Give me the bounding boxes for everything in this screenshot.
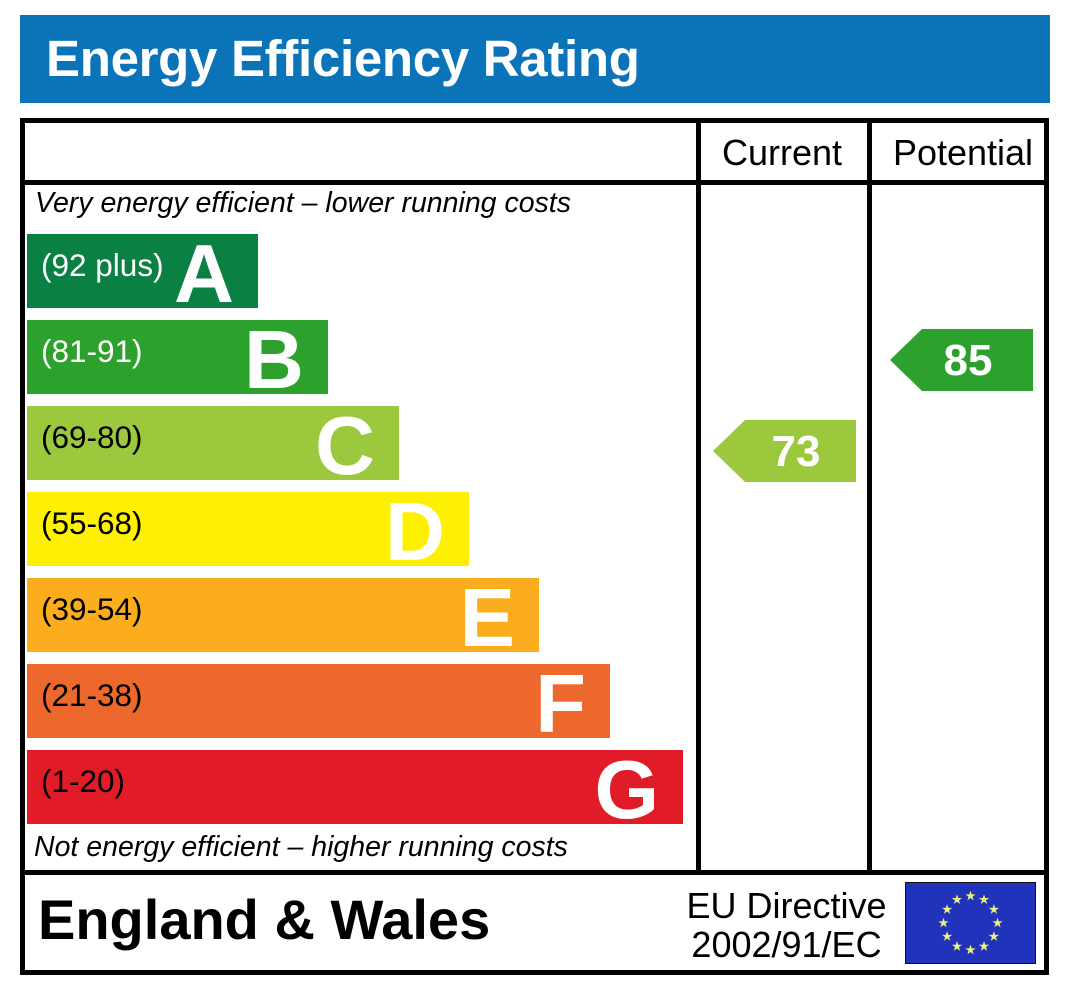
svg-text:85: 85: [944, 336, 993, 385]
svg-text:73: 73: [772, 427, 821, 476]
